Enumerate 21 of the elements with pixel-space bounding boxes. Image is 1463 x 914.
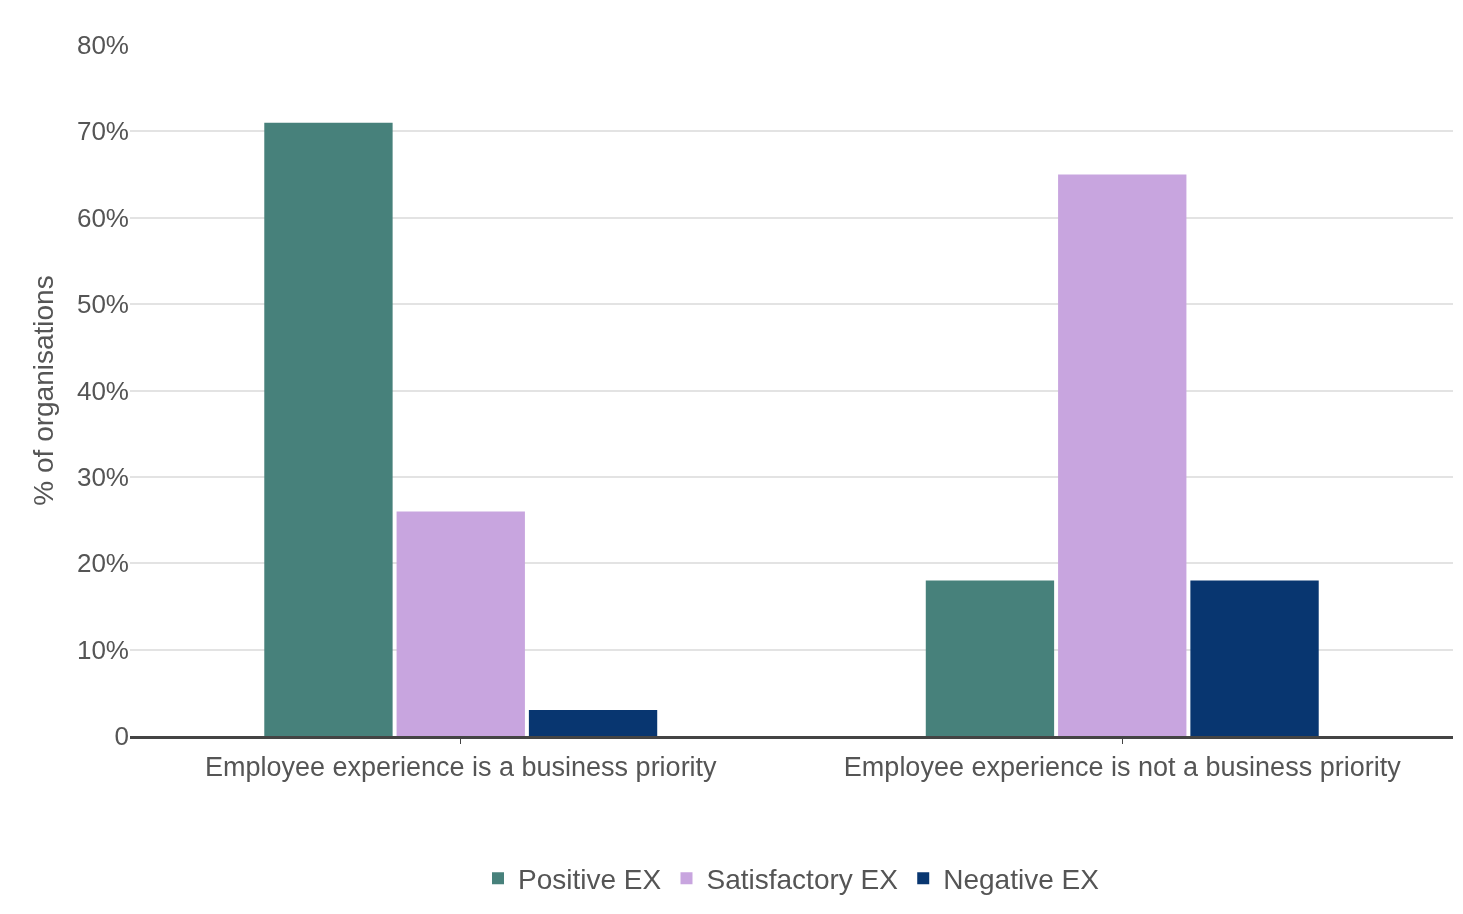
y-tick-label: 30% [76,461,129,492]
y-tick-label: 40% [76,375,129,406]
bar [1190,580,1319,736]
bar [528,710,658,736]
x-tick-label: Employee experience is a business priority [204,752,718,783]
y-tick-label: 70% [76,116,129,147]
legend-label: Negative EX [943,864,1100,896]
bar [264,122,393,736]
bar [925,580,1055,736]
y-tick-label: 10% [76,634,129,665]
y-tick-label: 60% [76,202,129,233]
y-tick-label: 80% [76,30,129,61]
y-tick-label: 0 [114,721,129,752]
y-axis-title: % of organisations [27,275,59,506]
bar [396,511,525,736]
legend-label: Positive EX [518,864,662,896]
bar [1058,174,1187,736]
legend-label: Satisfactory EX [706,864,899,896]
x-tick-label: Employee experience is not a business priority [843,752,1402,783]
y-tick-label: 50% [76,289,129,320]
y-tick-label: 20% [76,548,129,579]
